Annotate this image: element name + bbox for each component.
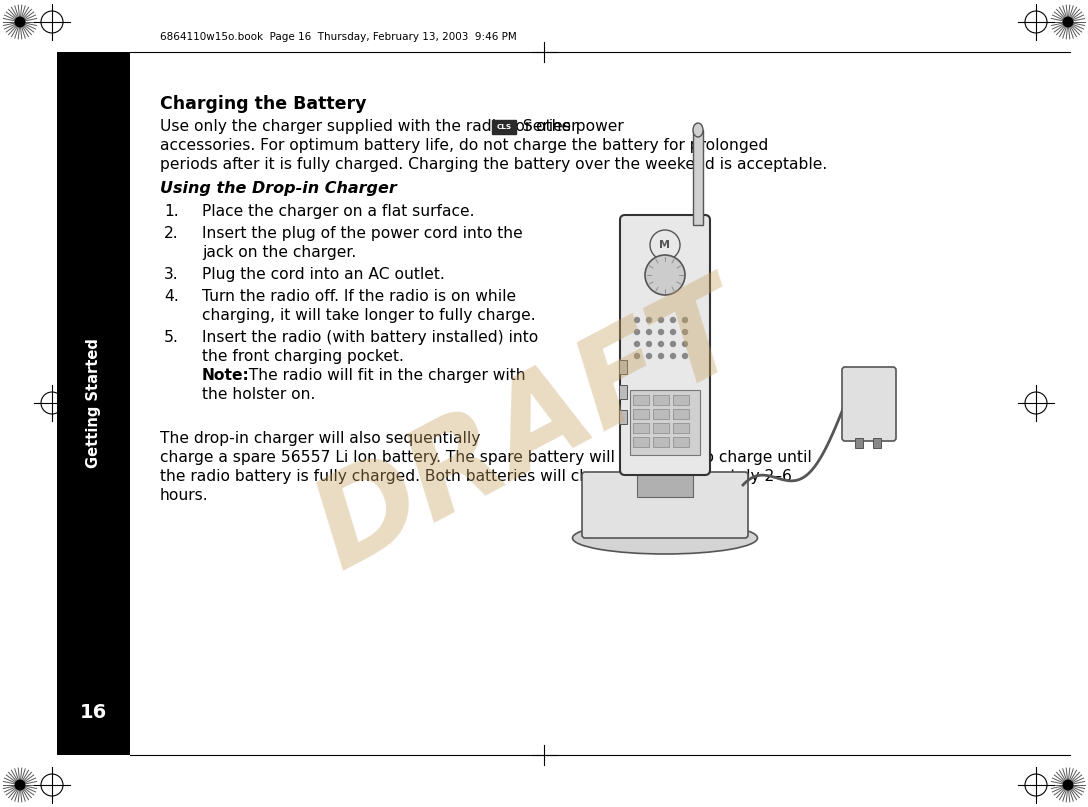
Bar	[653, 423, 669, 433]
Text: Series power: Series power	[518, 119, 623, 134]
Bar	[633, 437, 650, 447]
Ellipse shape	[693, 123, 703, 137]
Bar	[492, 120, 516, 134]
Circle shape	[658, 317, 664, 323]
Text: periods after it is fully charged. Charging the battery over the weekend is acce: periods after it is fully charged. Charg…	[160, 157, 827, 172]
Text: Turn the radio off. If the radio is on while: Turn the radio off. If the radio is on w…	[202, 289, 516, 304]
Bar	[673, 437, 689, 447]
Text: DRAFT: DRAFT	[295, 267, 765, 593]
Circle shape	[670, 317, 676, 323]
Text: Plug the cord into an AC outlet.: Plug the cord into an AC outlet.	[202, 267, 445, 282]
Bar	[855, 438, 863, 448]
Circle shape	[646, 341, 652, 346]
Circle shape	[658, 341, 664, 346]
Text: charge a spare 56557 Li Ion battery. The spare battery will not begin to charge : charge a spare 56557 Li Ion battery. The…	[160, 450, 812, 465]
Circle shape	[15, 17, 25, 27]
Circle shape	[682, 341, 688, 346]
Circle shape	[646, 353, 652, 358]
Text: accessories. For optimum battery life, do not charge the battery for prolonged: accessories. For optimum battery life, d…	[160, 138, 768, 153]
Text: M: M	[659, 240, 670, 250]
Text: charging, it will take longer to fully charge.: charging, it will take longer to fully c…	[202, 308, 535, 323]
Bar	[873, 438, 881, 448]
Circle shape	[670, 329, 676, 334]
Circle shape	[1063, 17, 1073, 27]
Text: jack on the charger.: jack on the charger.	[202, 245, 356, 260]
FancyBboxPatch shape	[643, 378, 687, 482]
Circle shape	[670, 341, 676, 346]
Circle shape	[645, 255, 685, 295]
Bar	[633, 409, 650, 419]
Bar	[673, 409, 689, 419]
Circle shape	[682, 353, 688, 358]
FancyBboxPatch shape	[842, 367, 897, 441]
Circle shape	[658, 329, 664, 334]
Bar	[653, 409, 669, 419]
Text: the radio battery is fully charged. Both batteries will charge in approximately : the radio battery is fully charged. Both…	[160, 469, 792, 484]
Text: Use only the charger supplied with the radio, or other: Use only the charger supplied with the r…	[160, 119, 578, 134]
Bar	[630, 390, 700, 455]
Text: Insert the plug of the power cord into the: Insert the plug of the power cord into t…	[202, 226, 522, 241]
Text: The radio will fit in the charger with: The radio will fit in the charger with	[239, 368, 526, 383]
Text: hours.: hours.	[160, 488, 209, 503]
Circle shape	[646, 329, 652, 334]
Bar	[673, 423, 689, 433]
Text: the holster on.: the holster on.	[202, 387, 316, 402]
Circle shape	[634, 341, 640, 346]
Circle shape	[15, 780, 25, 790]
Ellipse shape	[572, 522, 757, 554]
FancyBboxPatch shape	[620, 215, 710, 475]
Circle shape	[646, 317, 652, 323]
Bar	[619, 410, 627, 424]
FancyBboxPatch shape	[582, 472, 749, 538]
Circle shape	[670, 353, 676, 358]
Bar	[653, 437, 669, 447]
Circle shape	[634, 329, 640, 334]
Circle shape	[634, 317, 640, 323]
Circle shape	[658, 353, 664, 358]
Text: CLS: CLS	[496, 124, 511, 130]
Circle shape	[634, 353, 640, 358]
Text: Charging the Battery: Charging the Battery	[160, 95, 367, 113]
Bar	[673, 395, 689, 405]
Circle shape	[682, 317, 688, 323]
Bar	[619, 360, 627, 374]
Text: The drop-in charger will also sequentially: The drop-in charger will also sequential…	[160, 431, 481, 446]
Text: 2.: 2.	[164, 226, 178, 241]
Text: 16: 16	[79, 704, 107, 722]
Text: 1.: 1.	[164, 204, 178, 219]
Text: Using the Drop-in Charger: Using the Drop-in Charger	[160, 181, 397, 196]
Bar	[633, 395, 650, 405]
Text: 6864110w15o.book  Page 16  Thursday, February 13, 2003  9:46 PM: 6864110w15o.book Page 16 Thursday, Febru…	[160, 32, 517, 42]
Text: 3.: 3.	[164, 267, 178, 282]
Bar	[57, 52, 129, 755]
Text: Place the charger on a flat surface.: Place the charger on a flat surface.	[202, 204, 474, 219]
Bar	[633, 423, 650, 433]
Text: Getting Started: Getting Started	[86, 339, 101, 468]
Bar	[619, 385, 627, 399]
Text: the front charging pocket.: the front charging pocket.	[202, 349, 404, 364]
Text: 5.: 5.	[164, 330, 178, 345]
Bar	[636, 472, 693, 497]
Text: Insert the radio (with battery installed) into: Insert the radio (with battery installed…	[202, 330, 539, 345]
Bar	[693, 130, 703, 225]
Text: 4.: 4.	[164, 289, 178, 304]
Bar	[653, 395, 669, 405]
Circle shape	[682, 329, 688, 334]
Text: Note:: Note:	[202, 368, 250, 383]
Circle shape	[1063, 780, 1073, 790]
